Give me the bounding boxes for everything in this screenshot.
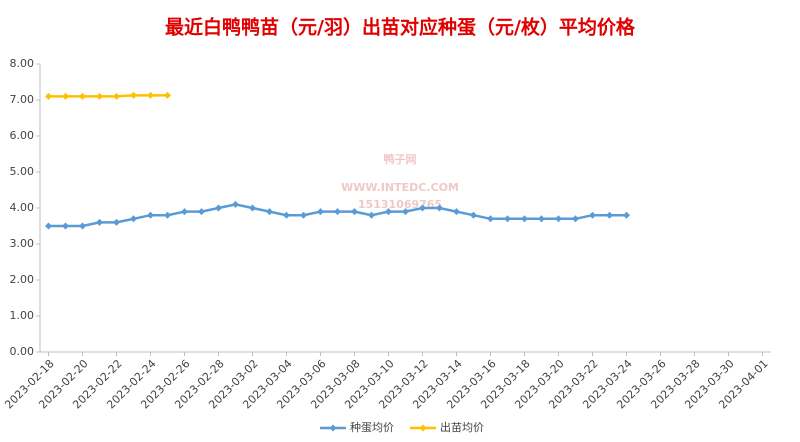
- y-tick-label: 8.00: [10, 57, 35, 70]
- point: [589, 211, 596, 219]
- point: [96, 92, 103, 100]
- point: [249, 204, 256, 212]
- legend-label: 出苗均价: [440, 420, 484, 434]
- point: [436, 204, 443, 212]
- point: [419, 204, 426, 212]
- point: [368, 211, 375, 219]
- y-tick-label: 7.00: [10, 93, 35, 106]
- point: [130, 91, 137, 99]
- point: [521, 215, 528, 223]
- point: [572, 215, 579, 223]
- legend-marker: [419, 424, 427, 432]
- watermark: WWW.INTEDC.COM: [341, 181, 459, 194]
- point: [45, 222, 52, 230]
- y-tick-label: 2.00: [10, 273, 35, 286]
- point: [130, 215, 137, 223]
- chart-title: 最近白鸭鸭苗（元/羽）出苗对应种蛋（元/枚）平均价格: [165, 16, 636, 39]
- point: [113, 92, 120, 100]
- point: [147, 91, 154, 99]
- point: [334, 208, 341, 216]
- y-tick-label: 4.00: [10, 201, 35, 214]
- point: [113, 218, 120, 226]
- point: [62, 222, 69, 230]
- point: [283, 211, 290, 219]
- point: [317, 208, 324, 216]
- point: [79, 92, 86, 100]
- point: [470, 211, 477, 219]
- point: [402, 208, 409, 216]
- y-tick-label: 5.00: [10, 165, 35, 178]
- point: [164, 91, 171, 99]
- point: [198, 208, 205, 216]
- legend-marker: [329, 424, 337, 432]
- point: [164, 211, 171, 219]
- point: [79, 222, 86, 230]
- point: [62, 92, 69, 100]
- point: [487, 215, 494, 223]
- point: [147, 211, 154, 219]
- point: [453, 208, 460, 216]
- watermark: 鸭子网: [384, 152, 417, 166]
- point: [300, 211, 307, 219]
- point: [538, 215, 545, 223]
- point: [232, 200, 239, 208]
- y-tick-label: 1.00: [10, 309, 35, 322]
- point: [215, 204, 222, 212]
- point: [606, 211, 613, 219]
- point: [351, 208, 358, 216]
- y-tick-label: 6.00: [10, 129, 35, 142]
- y-tick-label: 0.00: [10, 345, 35, 358]
- point: [266, 208, 273, 216]
- point: [623, 211, 630, 219]
- point: [181, 208, 188, 216]
- y-tick-label: 3.00: [10, 237, 35, 250]
- legend-label: 种蛋均价: [350, 420, 394, 434]
- point: [96, 218, 103, 226]
- point: [504, 215, 511, 223]
- series-line: [48, 203, 627, 228]
- point: [45, 92, 52, 100]
- point: [555, 215, 562, 223]
- point: [385, 208, 392, 216]
